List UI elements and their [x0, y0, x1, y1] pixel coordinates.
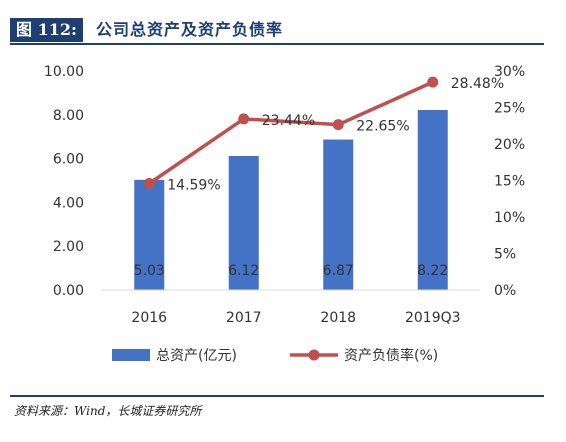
figure-title: 公司总资产及资产负债率 [96, 20, 284, 39]
line-data-label: 23.44% [262, 113, 315, 129]
y-right-tick-label: 15% [494, 174, 525, 190]
y-right-tick-label: 10% [494, 210, 525, 226]
y-right-tick-label: 25% [494, 101, 525, 117]
y-right-tick-label: 0% [494, 283, 516, 299]
bar-data-label: 6.12 [228, 263, 259, 279]
y-left-tick-label: 10.00 [44, 64, 84, 80]
y-left-tick-label: 8.00 [53, 108, 84, 124]
y-right-tick-label: 5% [494, 247, 516, 263]
y-left-tick-label: 2.00 [53, 239, 84, 255]
x-tick-label: 2016 [131, 310, 167, 326]
source-note: 资料来源：Wind，长城证券研究所 [14, 404, 202, 418]
bar-total-assets [417, 109, 448, 291]
y-left-tick-label: 4.00 [53, 195, 84, 211]
bar-data-label: 6.87 [323, 263, 354, 279]
line-point [238, 113, 250, 125]
line-data-label: 28.48% [451, 76, 504, 92]
bar-total-assets [228, 155, 259, 290]
figure-number-badge: 图 112: [10, 18, 83, 42]
x-tick-label: 2017 [226, 310, 262, 326]
legend-bar-label: 总资产(亿元) [156, 348, 237, 364]
figure-title-row: 图 112: 公司总资产及资产负债率 [10, 18, 544, 42]
line-point [143, 177, 155, 189]
y-right-tick-label: 30% [494, 64, 525, 80]
legend-line-label: 资产负债率(%) [344, 347, 438, 364]
y-left-tick-label: 6.00 [53, 152, 84, 168]
line-point [332, 119, 344, 131]
line-data-label: 14.59% [167, 177, 220, 193]
legend-line-marker [308, 349, 320, 361]
legend-bar-swatch [112, 349, 150, 361]
source-divider [10, 395, 544, 397]
bar-total-assets [323, 139, 354, 290]
title-divider [10, 43, 544, 45]
line-data-label: 22.65% [356, 119, 409, 135]
bar-data-label: 8.22 [417, 263, 448, 279]
x-tick-label: 2019Q3 [405, 310, 461, 326]
bar-total-assets [134, 179, 165, 290]
bar-data-label: 5.03 [134, 263, 165, 279]
line-point [427, 76, 439, 88]
y-right-tick-label: 20% [494, 137, 525, 153]
x-tick-label: 2018 [320, 310, 356, 326]
y-left-tick-label: 0.00 [53, 283, 84, 299]
line-debt-ratio [148, 80, 434, 185]
